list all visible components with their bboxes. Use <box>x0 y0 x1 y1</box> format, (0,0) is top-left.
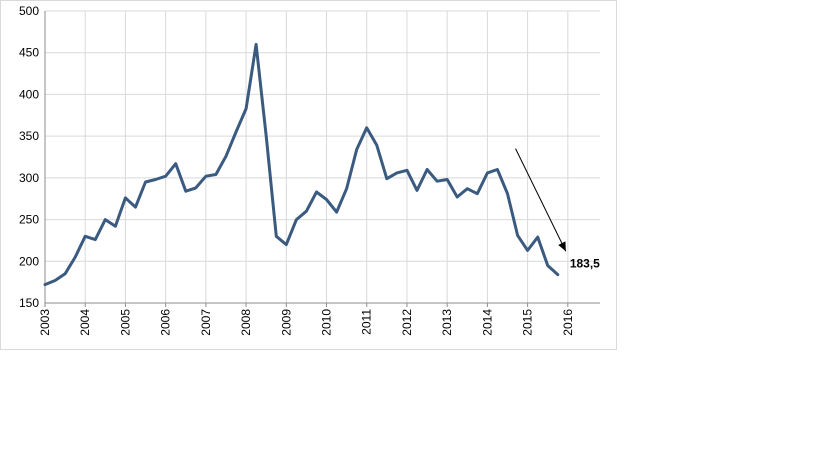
x-tick-label: 2011 <box>360 309 374 335</box>
y-tick-label: 450 <box>19 46 39 60</box>
x-tick-label: 2012 <box>400 309 414 336</box>
x-tick-label: 2010 <box>320 309 334 336</box>
annotation-arrow-head <box>558 241 566 252</box>
annotation-arrow-line <box>515 148 567 252</box>
y-tick-label: 150 <box>19 296 39 310</box>
x-tick-label: 2009 <box>279 309 293 336</box>
x-tick-label: 2006 <box>159 309 173 336</box>
x-tick-label: 2016 <box>561 309 575 336</box>
chart-frame <box>0 0 617 350</box>
x-tick-label: 2014 <box>480 309 494 336</box>
y-tick-label: 400 <box>19 87 39 101</box>
y-tick-label: 500 <box>19 4 39 18</box>
x-tick-label: 2015 <box>521 309 535 336</box>
y-tick-label: 200 <box>19 254 39 268</box>
y-tick-label: 350 <box>19 129 39 143</box>
x-tick-label: 2003 <box>38 309 52 336</box>
series-line <box>43 42 560 287</box>
x-tick-label: 2013 <box>440 309 454 336</box>
annotation-label: 183,5 <box>570 256 600 270</box>
y-tick-label: 250 <box>19 213 39 227</box>
y-tick-label: 300 <box>19 171 39 185</box>
x-tick-label: 2004 <box>78 309 92 336</box>
x-tick-label: 2008 <box>239 309 253 336</box>
x-tick-label: 2007 <box>199 309 213 336</box>
x-tick-label: 2005 <box>118 309 132 336</box>
